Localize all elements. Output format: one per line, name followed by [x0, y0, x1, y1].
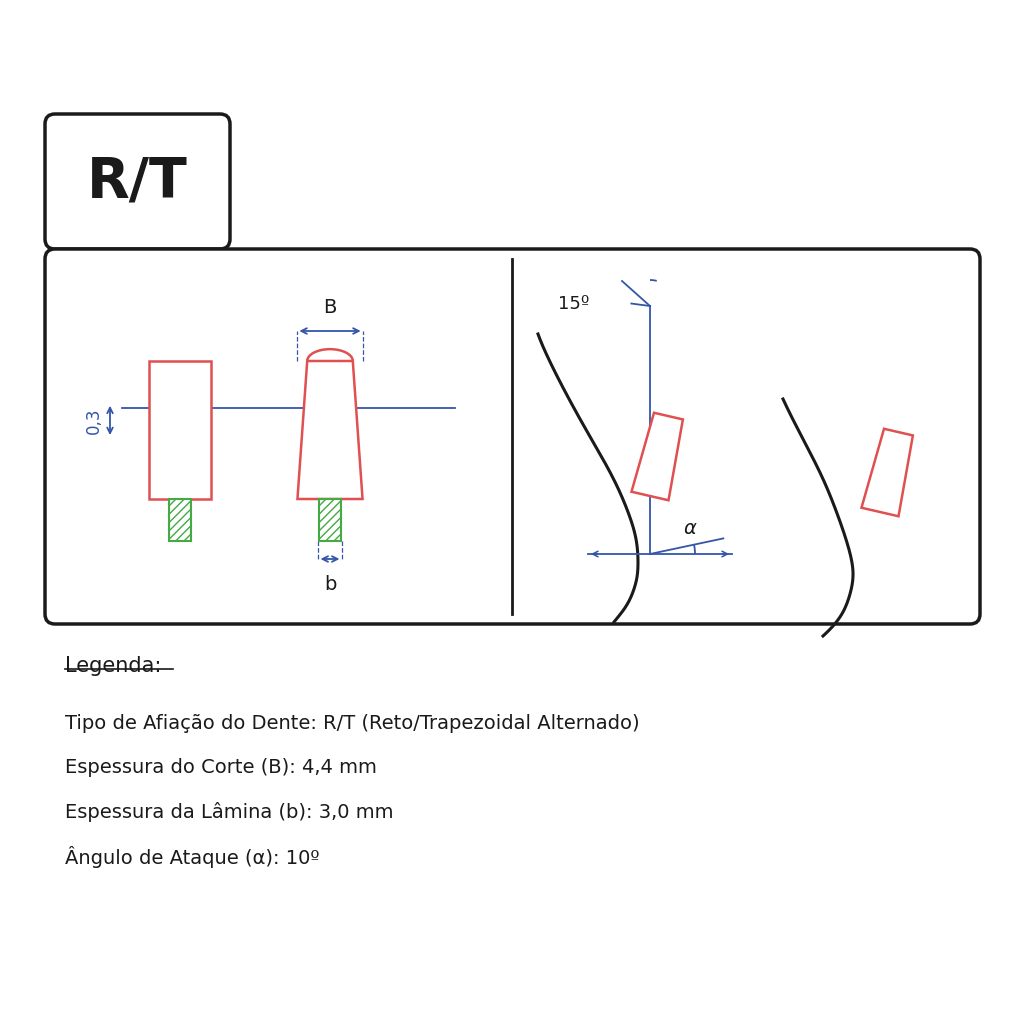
- Text: R/T: R/T: [87, 155, 187, 209]
- Polygon shape: [632, 413, 683, 501]
- Text: 0,3: 0,3: [85, 408, 103, 434]
- Text: Tipo de Afiação do Dente: R/T (Reto/Trapezoidal Alternado): Tipo de Afiação do Dente: R/T (Reto/Trap…: [65, 714, 640, 733]
- Text: B: B: [324, 298, 337, 317]
- FancyBboxPatch shape: [45, 114, 230, 249]
- Bar: [319, 499, 341, 541]
- Text: 15º: 15º: [558, 295, 590, 313]
- Bar: [169, 499, 191, 541]
- Text: Legenda:: Legenda:: [65, 656, 162, 676]
- Polygon shape: [297, 361, 362, 499]
- Polygon shape: [861, 429, 912, 516]
- Text: Ângulo de Ataque (α): 10º: Ângulo de Ataque (α): 10º: [65, 846, 319, 868]
- Bar: [150, 361, 211, 499]
- Text: b: b: [324, 575, 336, 594]
- Text: α: α: [683, 519, 696, 539]
- FancyBboxPatch shape: [45, 249, 980, 624]
- Text: Espessura do Corte (B): 4,4 mm: Espessura do Corte (B): 4,4 mm: [65, 758, 377, 777]
- Text: Espessura da Lâmina (b): 3,0 mm: Espessura da Lâmina (b): 3,0 mm: [65, 802, 393, 822]
